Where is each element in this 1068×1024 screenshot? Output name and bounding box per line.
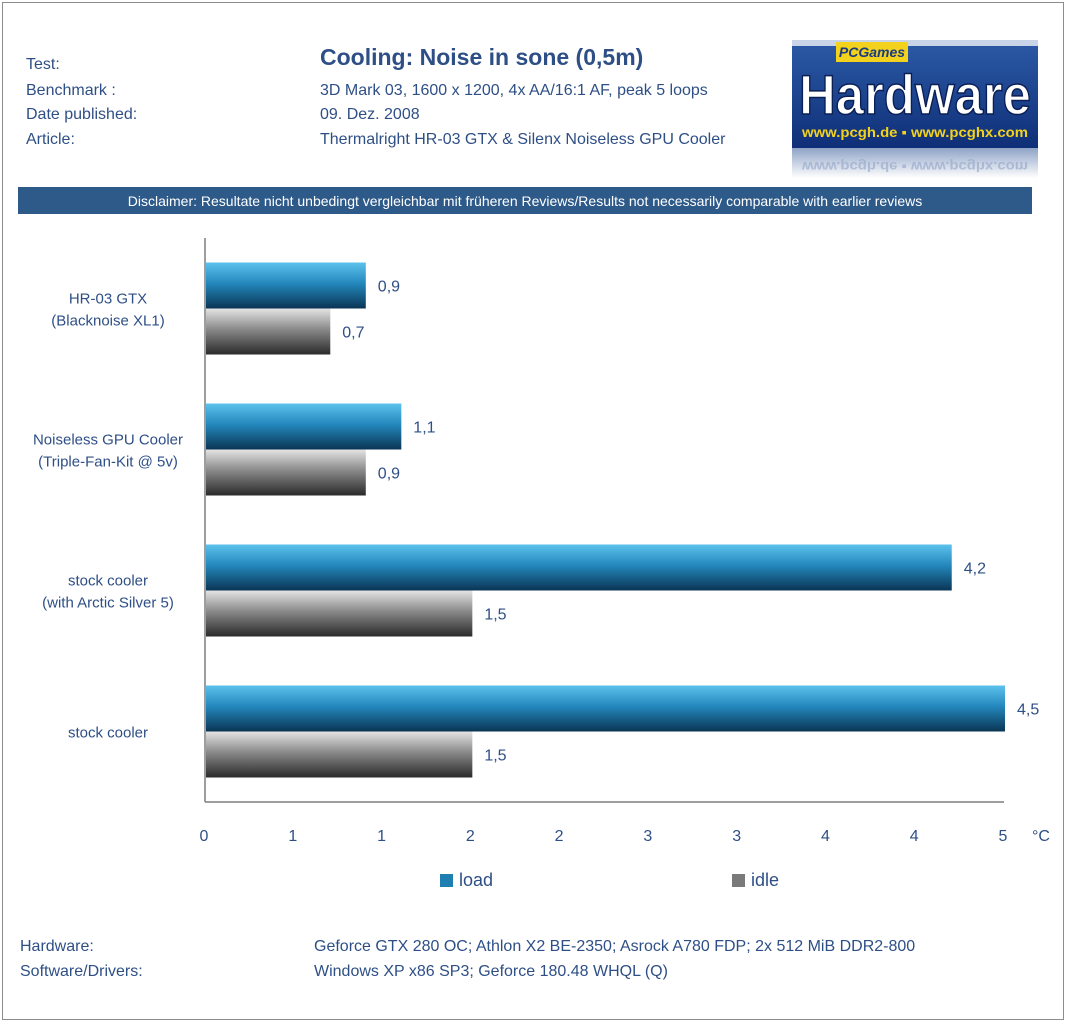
category-label: stock cooler [68,725,148,742]
bar-chart: HR-03 GTX (Blacknoise XL1) 0,9 0,7 Noiseless… [33,238,1050,845]
svg-text:PCGames: PCGames [839,44,905,60]
benchmark-label: Benchmark : [26,82,116,99]
data-label-idle: 1,5 [484,748,506,765]
x-tick-label: 4 [821,828,830,845]
bar-load [206,403,402,450]
x-tick-label: 0 [200,828,209,845]
chart-title: Cooling: Noise in sone (0,5m) [320,44,644,70]
legend-idle-label: idle [751,870,780,890]
legend-load: load [440,870,493,891]
svg-text:www.pcgh.de ▪ www.pcghx.com: www.pcgh.de ▪ www.pcghx.com [801,124,1028,140]
x-tick-label: 3 [732,828,741,845]
article-value: Thermalright HR-03 GTX & Silenx Noiseles… [320,131,726,148]
bar-load [206,685,1005,732]
bar-idle [206,308,331,355]
data-label-load: 4,2 [964,561,986,578]
hardware-value: Geforce GTX 280 OC; Athlon X2 BE-2350; A… [314,938,916,955]
bar-load [206,262,366,309]
legend-load-swatch [440,874,453,887]
bar-load [206,544,952,591]
category-label: (with Arctic Silver 5) [42,595,174,612]
benchmark-value: 3D Mark 03, 1600 x 1200, 4x AA/16:1 AF, … [320,82,708,99]
bar-idle [206,449,366,496]
bar-idle [206,590,473,637]
bar-idle [206,731,473,778]
legend-idle: idle [732,870,779,891]
category-label: HR-03 GTX [69,291,147,308]
software-label: Software/Drivers: [20,963,143,980]
svg-text:Hardware: Hardware [799,63,1031,126]
pcgh-logo: PCGames Hardware www.pcgh.de ▪ www.pcghx… [792,40,1038,178]
data-label-idle: 1,5 [484,607,506,624]
date-label: Date published: [26,106,138,123]
x-tick-label: 3 [643,828,652,845]
legend-idle-swatch [732,874,745,887]
x-tick-label: 4 [910,828,919,845]
category-label: (Blacknoise XL1) [51,313,164,330]
data-label-load: 0,9 [378,279,400,296]
svg-text:www.pcgh.de ▪ www.pcghx.com: www.pcgh.de ▪ www.pcghx.com [801,159,1028,175]
category-label: (Triple-Fan-Kit @ 5v) [38,454,178,471]
data-label-idle: 0,9 [378,466,400,483]
test-label: Test: [26,56,60,73]
x-tick-label: 5 [999,828,1008,845]
legend-load-label: load [459,870,494,890]
x-tick-label: 1 [288,828,297,845]
x-tick-label: 1 [377,828,386,845]
x-unit-label: °C [1032,828,1050,845]
data-label-load: 4,5 [1017,702,1039,719]
data-label-idle: 0,7 [342,325,364,342]
x-tick-label: 2 [466,828,475,845]
category-label: stock cooler [68,573,148,590]
category-label: Noiseless GPU Cooler [33,432,183,449]
software-value: Windows XP x86 SP3; Geforce 180.48 WHQL … [314,963,668,980]
disclaimer-banner: Disclaimer: Resultate nicht unbedingt ve… [18,187,1032,214]
date-value: 09. Dez. 2008 [320,106,420,123]
article-label: Article: [26,131,75,148]
x-tick-label: 2 [555,828,564,845]
hardware-label: Hardware: [20,938,94,955]
data-label-load: 1,1 [413,420,435,437]
